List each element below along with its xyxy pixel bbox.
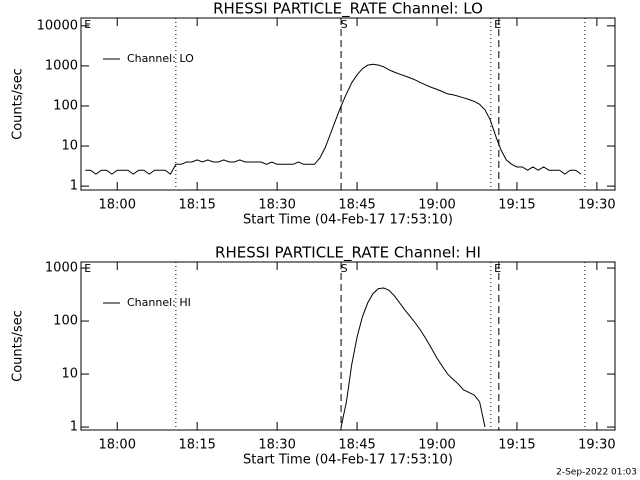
y-tick-label: 1000 [45, 261, 78, 276]
event-label: E [84, 262, 91, 275]
y-tick-label: 1000 [45, 58, 78, 73]
x-tick-label: 18:30 [258, 438, 295, 453]
x-tick-label: 18:15 [178, 438, 215, 453]
plot-frame [80, 17, 616, 191]
y-tick-label: 100 [53, 314, 78, 329]
y-tick-label: 10000 [37, 18, 78, 33]
y-tick-label: 1 [70, 420, 78, 435]
y-tick-label: 10 [61, 367, 78, 382]
x-tick-label: 19:30 [578, 198, 615, 213]
y-axis-label: Counts/sec [11, 68, 26, 140]
chart-title: RHESSI PARTICLE_RATE Channel: HI [215, 244, 481, 263]
event-label: E [494, 18, 501, 31]
x-tick-label: 19:30 [578, 438, 615, 453]
chart-title: RHESSI PARTICLE_RATE Channel: LO [213, 0, 483, 19]
x-tick-label: 18:45 [338, 198, 375, 213]
event-label: S [341, 262, 348, 275]
event-label: E [494, 262, 501, 275]
data-line [85, 63, 582, 175]
x-tick-label: 18:15 [178, 198, 215, 213]
legend-label: Channel: LO [127, 52, 194, 65]
x-tick-label: 18:00 [99, 438, 136, 453]
data-line [340, 287, 486, 428]
x-tick-label: 19:15 [498, 438, 535, 453]
y-tick-label: 100 [53, 98, 78, 113]
footer: 2-Sep-2022 01:03 [556, 468, 637, 478]
event-label: S [341, 18, 348, 31]
event-label: E [84, 18, 91, 31]
x-tick-label: 18:30 [258, 198, 295, 213]
x-tick-label: 18:00 [99, 198, 136, 213]
x-tick-label: 19:00 [418, 198, 455, 213]
x-tick-label: 19:00 [418, 438, 455, 453]
x-tick-label: 18:45 [338, 438, 375, 453]
x-axis-label: Start Time (04-Feb-17 17:53:10) [243, 213, 453, 228]
y-axis-label: Counts/sec [11, 310, 26, 382]
plot-frame [80, 261, 616, 431]
x-tick-label: 19:15 [498, 198, 535, 213]
x-axis-label: Start Time (04-Feb-17 17:53:10) [243, 453, 453, 468]
y-tick-label: 10 [61, 139, 78, 154]
y-tick-label: 1 [70, 179, 78, 194]
legend-label: Channel: HI [127, 296, 191, 309]
